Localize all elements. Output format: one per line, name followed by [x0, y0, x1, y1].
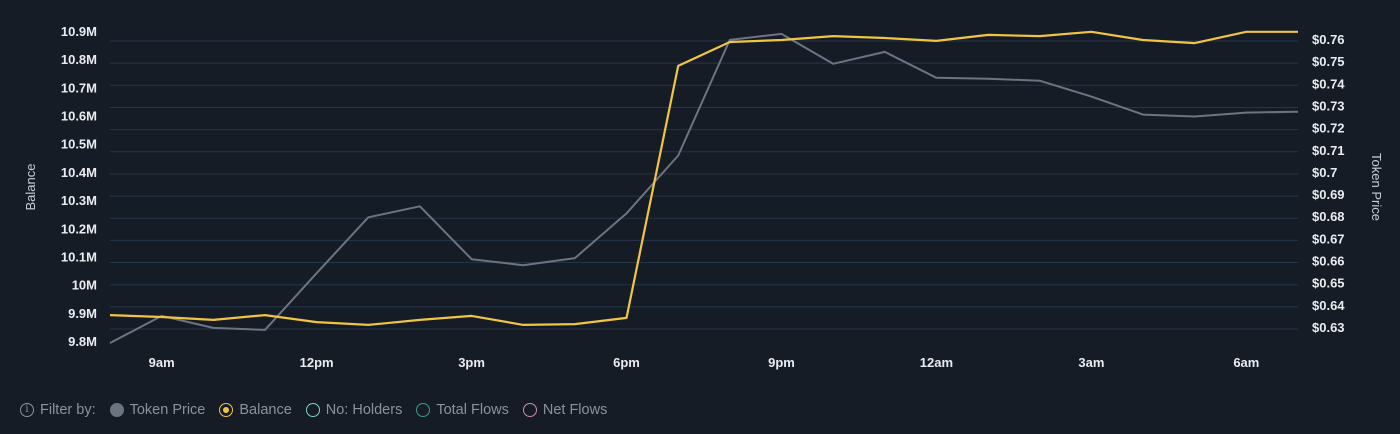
y-right-tick-label: $0.71 — [1312, 143, 1345, 158]
y-right-tick-label: $0.67 — [1312, 231, 1345, 246]
info-icon[interactable]: i — [20, 403, 34, 417]
y-left-tick-label: 10.7M — [61, 80, 97, 95]
filter-by-label: i Filter by: — [20, 402, 96, 418]
y-right-tick-label: $0.73 — [1312, 98, 1345, 113]
legend-item-label: Balance — [239, 402, 292, 418]
y-right-tick-label: $0.66 — [1312, 254, 1345, 269]
y-axis-left-title: Balance — [23, 164, 38, 211]
y-left-tick-label: 10.4M — [61, 165, 97, 180]
y-right-tick-label: $0.74 — [1312, 76, 1345, 91]
x-axis-ticks: 9am 12pm 3pm 6pm 9pm 12am 3am 6am — [149, 355, 1260, 370]
y-right-tick-label: $0.68 — [1312, 209, 1345, 224]
y-axis-right-title: Token Price — [1369, 153, 1384, 221]
legend-item-token-price[interactable]: Token Price — [109, 402, 206, 418]
x-tick-label: 9am — [149, 355, 175, 370]
legend-item-total-flows[interactable]: Total Flows — [416, 402, 509, 418]
y-right-tick-label: $0.7 — [1312, 165, 1337, 180]
y-left-tick-label: 9.8M — [68, 334, 97, 349]
y-left-tick-label: 10.5M — [61, 137, 97, 152]
y-right-tick-label: $0.72 — [1312, 121, 1345, 136]
x-tick-label: 3am — [1078, 355, 1104, 370]
legend-item-label: No: Holders — [325, 402, 403, 418]
x-tick-label: 6am — [1233, 355, 1259, 370]
y-axis-left-ticks: 9.8M 9.9M 10M 10.1M 10.2M 10.3M 10.4M 10.5M 10.6… — [61, 24, 97, 349]
y-left-tick-label: 9.9M — [68, 306, 97, 321]
legend-item-label: Net Flows — [542, 402, 608, 418]
legend-item-net-flows[interactable]: Net Flows — [522, 402, 608, 418]
legend-toggle-icon — [522, 403, 537, 417]
legend-filter-bar: i Filter by: Token Price Balance No: Holde… — [20, 402, 621, 418]
legend-toggle-icon — [219, 403, 234, 417]
x-tick-label: 6pm — [613, 355, 640, 370]
legend-item-balance[interactable]: Balance — [219, 402, 292, 418]
x-tick-label: 12am — [920, 355, 953, 370]
legend-item-label: Total Flows — [436, 402, 509, 418]
gridlines — [110, 40, 1298, 330]
y-axis-right-ticks: $0.63 $0.64 $0.65 $0.66 $0.67 $0.68 $0.69 $0.7 $… — [1312, 32, 1345, 335]
y-right-tick-label: $0.64 — [1312, 298, 1345, 313]
y-right-tick-label: $0.65 — [1312, 276, 1345, 291]
line-chart: 9.8M 9.9M 10M 10.1M 10.2M 10.3M 10.4M 10.5M 10.6… — [23, 24, 1384, 370]
legend-item-label: Token Price — [129, 402, 206, 418]
x-tick-label: 12pm — [300, 355, 334, 370]
y-left-tick-label: 10.3M — [61, 193, 97, 208]
legend-item-no-holders[interactable]: No: Holders — [305, 402, 403, 418]
y-right-tick-label: $0.69 — [1312, 187, 1345, 202]
y-right-tick-label: $0.76 — [1312, 32, 1345, 47]
filter-by-text: Filter by: — [40, 402, 96, 418]
legend-toggle-icon — [305, 403, 320, 417]
y-left-tick-label: 10.1M — [61, 249, 97, 264]
legend-toggle-icon — [109, 403, 124, 417]
token-price-line[interactable] — [109, 32, 1299, 344]
legend-toggle-icon — [416, 403, 431, 417]
y-left-tick-label: 10.2M — [61, 221, 97, 236]
y-left-tick-label: 10M — [72, 278, 97, 293]
x-tick-label: 3pm — [458, 355, 485, 370]
y-left-tick-label: 10.9M — [61, 24, 97, 39]
y-right-tick-label: $0.75 — [1312, 54, 1345, 69]
y-left-tick-label: 10.8M — [61, 52, 97, 67]
y-left-tick-label: 10.6M — [61, 109, 97, 124]
y-right-tick-label: $0.63 — [1312, 320, 1345, 335]
balance-line[interactable] — [109, 30, 1298, 326]
x-tick-label: 9pm — [768, 355, 795, 370]
